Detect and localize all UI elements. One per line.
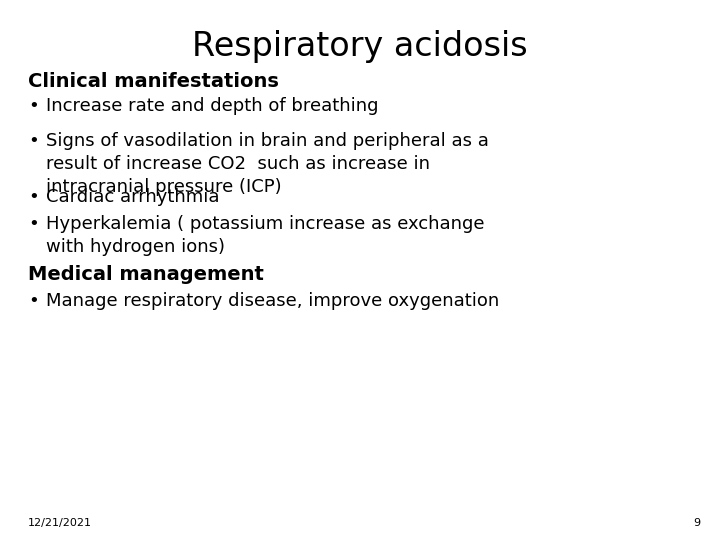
Text: Clinical manifestations: Clinical manifestations xyxy=(28,72,279,91)
Text: •: • xyxy=(28,97,39,115)
Text: 9: 9 xyxy=(693,518,700,528)
Text: Cardiac arrhythmia: Cardiac arrhythmia xyxy=(46,188,220,206)
Text: Hyperkalemia ( potassium increase as exchange
with hydrogen ions): Hyperkalemia ( potassium increase as exc… xyxy=(46,215,485,256)
Text: •: • xyxy=(28,132,39,150)
Text: 12/21/2021: 12/21/2021 xyxy=(28,518,92,528)
Text: •: • xyxy=(28,188,39,206)
Text: Manage respiratory disease, improve oxygenation: Manage respiratory disease, improve oxyg… xyxy=(46,292,499,310)
Text: Medical management: Medical management xyxy=(28,265,264,284)
Text: Signs of vasodilation in brain and peripheral as a
result of increase CO2  such : Signs of vasodilation in brain and perip… xyxy=(46,132,489,196)
Text: Respiratory acidosis: Respiratory acidosis xyxy=(192,30,528,63)
Text: Increase rate and depth of breathing: Increase rate and depth of breathing xyxy=(46,97,379,115)
Text: •: • xyxy=(28,215,39,233)
Text: •: • xyxy=(28,292,39,310)
